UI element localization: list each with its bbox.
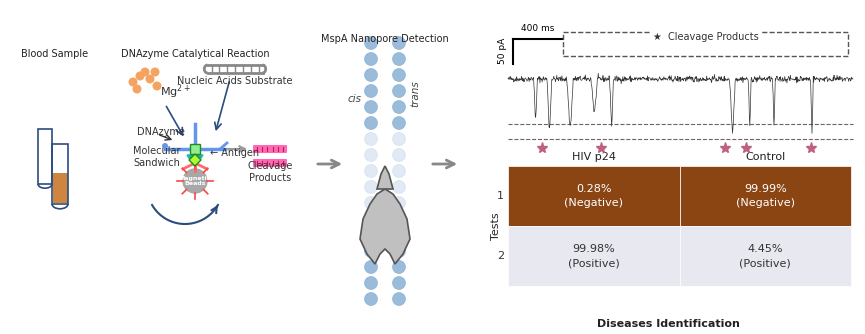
Circle shape [393,293,406,306]
Text: DNAzyme: DNAzyme [137,127,185,137]
Text: 50 pA: 50 pA [498,38,507,64]
Circle shape [364,212,377,225]
Bar [680,226,851,286]
Circle shape [364,196,377,209]
Text: 2: 2 [497,251,504,261]
Circle shape [151,67,159,76]
Circle shape [364,293,377,306]
Circle shape [393,68,406,81]
Circle shape [364,52,377,65]
Text: Mg$^{2+}$: Mg$^{2+}$ [160,83,191,101]
Circle shape [364,180,377,193]
Circle shape [183,169,207,193]
Circle shape [393,212,406,225]
Circle shape [364,133,377,146]
Circle shape [140,67,150,76]
Polygon shape [377,166,393,189]
Circle shape [393,133,406,146]
Circle shape [393,85,406,98]
Bar [52,144,68,204]
Circle shape [364,85,377,98]
Text: 400 ms: 400 ms [522,24,554,33]
Circle shape [393,261,406,274]
Bar [508,226,680,286]
Circle shape [393,228,406,241]
Circle shape [364,36,377,49]
Circle shape [393,196,406,209]
Text: Control: Control [745,152,785,162]
Text: cis: cis [348,94,362,104]
Text: 0.28%
(Negative): 0.28% (Negative) [564,184,624,208]
Bar [53,173,67,203]
Circle shape [132,85,142,94]
Bar [190,144,200,154]
Circle shape [364,101,377,114]
Text: ★  Cleavage Products: ★ Cleavage Products [652,32,759,42]
Circle shape [364,261,377,274]
Text: Diseases Identification: Diseases Identification [597,319,740,329]
Circle shape [152,81,162,91]
Text: 4.45%
(Positive): 4.45% (Positive) [740,244,791,268]
Circle shape [364,149,377,162]
FancyBboxPatch shape [253,159,287,167]
Circle shape [393,101,406,114]
Text: Cleavage
Products: Cleavage Products [247,161,292,183]
Polygon shape [187,155,203,167]
Circle shape [393,117,406,130]
Text: ← Antigen: ← Antigen [210,148,260,158]
Circle shape [129,77,138,87]
Text: Nucleic Acids Substrate: Nucleic Acids Substrate [177,76,292,86]
FancyBboxPatch shape [253,145,287,153]
Circle shape [364,277,377,290]
Text: 1: 1 [497,191,504,201]
Circle shape [364,228,377,241]
Text: trans: trans [410,80,420,107]
Circle shape [393,277,406,290]
Circle shape [393,36,406,49]
Circle shape [136,71,144,80]
Circle shape [393,244,406,258]
Bar [680,166,851,226]
Circle shape [364,165,377,177]
Circle shape [364,117,377,130]
Bar [563,32,848,56]
Circle shape [364,244,377,258]
Circle shape [393,165,406,177]
Text: Tests: Tests [491,212,501,240]
Circle shape [393,180,406,193]
Bar [38,129,52,184]
Text: Molecular
Sandwich: Molecular Sandwich [133,146,181,168]
Circle shape [364,68,377,81]
Polygon shape [360,189,410,264]
Polygon shape [189,154,201,166]
Text: Magnetic
Beads: Magnetic Beads [179,176,211,186]
Text: DNAzyme Catalytical Reaction: DNAzyme Catalytical Reaction [121,49,269,59]
Text: Blood Sample: Blood Sample [22,49,88,59]
Text: MspA Nanopore Detection: MspA Nanopore Detection [321,34,449,44]
Circle shape [145,74,155,84]
Circle shape [393,52,406,65]
Circle shape [162,143,168,149]
Text: 99.99%
(Negative): 99.99% (Negative) [736,184,795,208]
Circle shape [393,149,406,162]
Bar [508,166,680,226]
Text: 99.98%
(Positive): 99.98% (Positive) [568,244,619,268]
Text: HIV p24: HIV p24 [572,152,616,162]
